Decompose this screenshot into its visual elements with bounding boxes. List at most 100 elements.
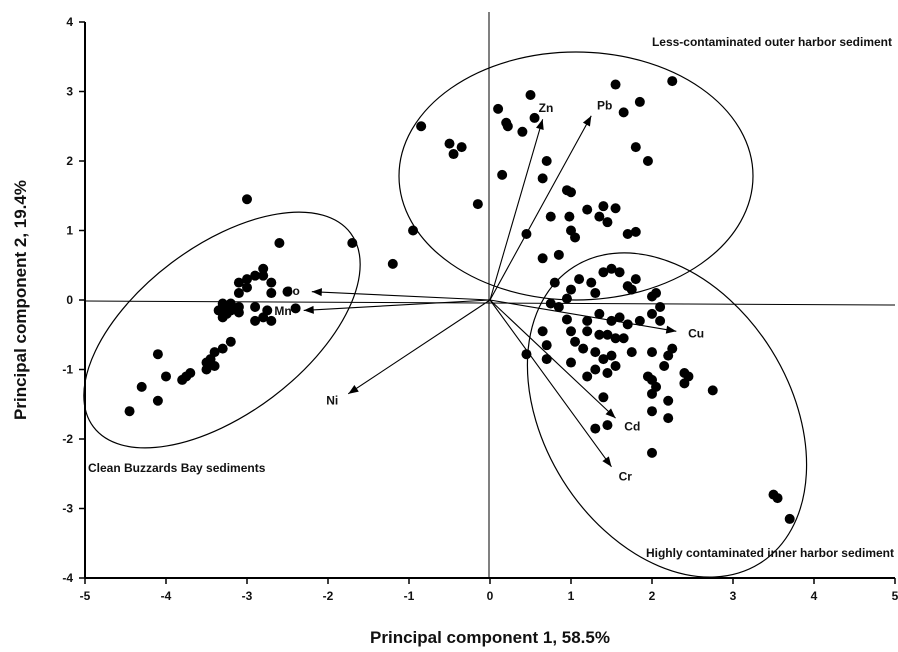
data-point — [553, 249, 564, 260]
data-point — [549, 277, 560, 288]
loading-arrowhead — [602, 456, 612, 467]
data-point — [647, 388, 657, 399]
data-point — [258, 263, 269, 274]
data-point — [647, 308, 657, 319]
data-point — [606, 315, 617, 326]
data-point — [502, 121, 513, 132]
data-point — [582, 326, 593, 337]
data-point — [242, 194, 252, 205]
loading-arrowhead — [582, 115, 592, 127]
data-point — [541, 354, 552, 365]
loading-arrowhead — [348, 384, 359, 394]
data-point — [566, 284, 576, 295]
outer-harbor-cluster-ellipse — [398, 51, 754, 301]
data-point — [647, 447, 657, 458]
loading-label: Ni — [326, 393, 338, 407]
data-point — [456, 142, 467, 153]
x-tick-label: -4 — [161, 589, 172, 603]
loading-arrowhead — [303, 305, 314, 314]
data-point — [545, 211, 556, 222]
data-point — [642, 156, 653, 166]
inner-harbor-annotation: Highly contaminated inner harbor sedimen… — [646, 546, 894, 560]
loading-vector-cd: Cd — [489, 299, 640, 433]
y-tick-label: 1 — [66, 224, 73, 238]
y-tick-label: -4 — [62, 571, 73, 585]
y-tick-label: -3 — [62, 502, 73, 516]
data-point — [545, 298, 556, 309]
data-point — [602, 329, 613, 340]
data-point — [250, 301, 261, 312]
loading-vector-co: Co — [284, 284, 491, 301]
x-tick-label: -2 — [323, 589, 334, 603]
data-point — [586, 277, 597, 288]
data-point — [622, 228, 633, 239]
data-point — [416, 121, 427, 132]
data-point — [602, 217, 613, 228]
data-point — [566, 357, 576, 368]
data-point — [561, 314, 572, 325]
data-point — [598, 354, 609, 365]
x-tick-label: 3 — [730, 589, 737, 603]
loading-arrowhead — [536, 119, 544, 131]
data-point — [594, 329, 605, 340]
data-point — [610, 361, 621, 372]
data-point — [590, 288, 601, 299]
data-point — [582, 315, 593, 326]
data-point — [225, 298, 236, 309]
data-point — [250, 270, 261, 281]
data-point — [529, 112, 540, 123]
data-point — [598, 267, 609, 278]
data-point — [663, 413, 674, 424]
data-point — [594, 308, 605, 319]
loading-arrow-line — [303, 299, 491, 311]
data-point — [537, 253, 548, 264]
data-point — [590, 347, 601, 358]
loading-vector-ni: Ni — [326, 299, 491, 407]
x-tick-label: 2 — [649, 589, 656, 603]
loading-label: Zn — [539, 101, 554, 115]
data-point — [606, 263, 617, 274]
data-point — [610, 333, 621, 344]
data-point — [602, 420, 613, 431]
data-point — [561, 293, 572, 304]
data-point — [610, 203, 621, 214]
data-point — [655, 301, 666, 312]
data-point — [472, 199, 483, 210]
data-point — [647, 406, 657, 417]
loading-arrow-line — [489, 119, 544, 301]
loading-vector-cr: Cr — [489, 299, 632, 483]
data-point — [282, 286, 293, 297]
data-point — [266, 277, 277, 288]
data-point — [626, 284, 637, 295]
loading-vector-pb: Pb — [489, 98, 612, 301]
data-point — [630, 226, 641, 237]
buzzards-bay-annotation: Clean Buzzards Bay sediments — [88, 461, 266, 475]
x-tick-label: 4 — [811, 589, 818, 603]
data-point — [541, 156, 552, 166]
data-point — [448, 149, 459, 160]
data-point — [152, 349, 163, 360]
data-point — [525, 89, 536, 100]
data-point — [570, 232, 581, 243]
x-tick-label: -1 — [404, 589, 415, 603]
loading-vector-zn: Zn — [489, 101, 554, 301]
loading-arrow-line — [489, 299, 677, 332]
data-point — [566, 187, 576, 198]
data-point — [266, 288, 277, 299]
data-point — [667, 343, 678, 354]
x-tick-label: 5 — [892, 589, 898, 603]
y-tick-label: 0 — [66, 293, 73, 307]
data-point — [566, 326, 576, 337]
data-point — [258, 312, 269, 323]
data-point — [784, 513, 795, 524]
data-point — [242, 282, 252, 293]
data-point — [225, 336, 236, 347]
loading-arrow-line — [489, 299, 612, 468]
loading-vector-mn: Mn — [274, 299, 491, 318]
x-tick-label: 0 — [487, 589, 494, 603]
data-point — [177, 374, 188, 385]
buzzards-bay-cluster-ellipse — [83, 211, 361, 449]
data-point — [630, 142, 641, 153]
loadings-layer: Zn Pb Co Mn Ni Cu Cd Cr — [274, 98, 704, 483]
loading-arrowhead — [665, 325, 677, 334]
